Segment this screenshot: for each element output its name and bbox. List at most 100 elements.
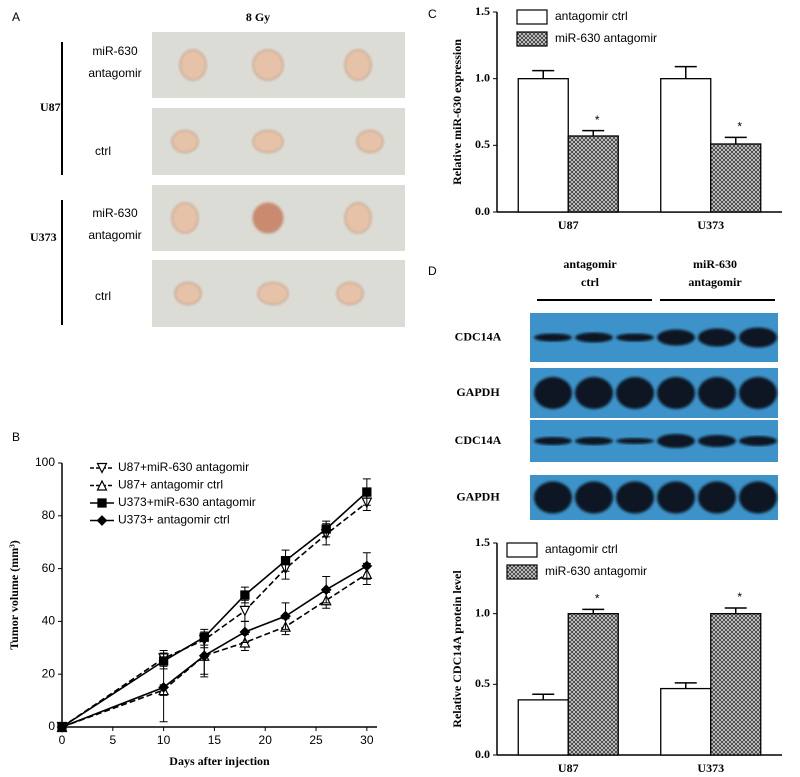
- label: ctrl: [581, 275, 600, 289]
- label: antagomir: [688, 275, 742, 289]
- label: miR-630: [92, 206, 138, 220]
- blot-band: [616, 481, 654, 514]
- label: A: [12, 10, 20, 24]
- error-bar: [724, 607, 747, 614]
- marker: [321, 524, 331, 534]
- tumor: [356, 130, 384, 153]
- label: Days after injection: [169, 754, 270, 768]
- marker: [320, 584, 332, 596]
- marker: [361, 560, 373, 572]
- label: antagomir ctrl: [555, 9, 628, 23]
- marker: [280, 556, 291, 566]
- label: miR-630: [92, 44, 138, 58]
- series-line: [61, 565, 368, 728]
- label: antagomir: [88, 228, 141, 242]
- blot-band: [616, 438, 654, 444]
- label: U87: [40, 100, 61, 114]
- blot-band: [534, 333, 572, 342]
- label: 1.0: [475, 70, 490, 84]
- label: miR-630 antagomir: [545, 564, 647, 578]
- blot-band: [739, 327, 777, 348]
- label: 1.0: [475, 605, 490, 619]
- error-bar: [674, 682, 697, 689]
- blot-band: [534, 481, 572, 514]
- tumor: [171, 130, 199, 153]
- label: Relative CDC14A protein level: [450, 570, 464, 728]
- label: *: [737, 590, 742, 604]
- label: *: [595, 113, 600, 127]
- blot-band: [534, 377, 572, 409]
- tumor: [174, 282, 202, 305]
- tumor: [344, 49, 372, 81]
- blot-band: [575, 332, 613, 343]
- blot-band: [616, 333, 654, 342]
- tumor: [252, 202, 284, 234]
- blot-band: [698, 435, 736, 447]
- label: Relative miR-630 expression: [450, 39, 464, 185]
- blot-band: [575, 437, 613, 445]
- label: antagomir: [88, 66, 141, 80]
- label: GAPDH: [456, 489, 500, 503]
- label: Tumor volume (mm³): [7, 540, 21, 650]
- blot-band: [657, 377, 695, 409]
- legend-swatch: [516, 9, 548, 25]
- blot-band: [657, 329, 695, 346]
- marker: [158, 682, 169, 693]
- label: 80: [42, 508, 56, 522]
- label: GAPDH: [456, 385, 500, 399]
- bar: [567, 613, 619, 756]
- legend-marker: [96, 462, 108, 474]
- marker: [198, 650, 210, 662]
- bar: [660, 78, 712, 213]
- label: 30: [360, 733, 374, 747]
- label: miR-630: [693, 257, 737, 271]
- label: 5: [109, 733, 116, 747]
- legend-swatch: [516, 31, 548, 47]
- blot-band: [575, 481, 613, 514]
- blot-band: [698, 377, 736, 409]
- blot-band: [739, 377, 777, 409]
- label: 60: [42, 561, 56, 575]
- legend-marker: [96, 479, 108, 491]
- blot-band: [657, 481, 695, 514]
- marker: [239, 626, 251, 638]
- label: antagomir ctrl: [545, 542, 618, 556]
- label: C: [428, 7, 437, 21]
- label: 0: [59, 733, 66, 747]
- label: 0.0: [475, 747, 490, 761]
- label: miR-630 antagomir: [555, 31, 657, 45]
- tumor: [257, 282, 289, 305]
- error-bar: [674, 65, 697, 79]
- blot-band: [616, 377, 654, 409]
- label: *: [595, 592, 600, 606]
- tumor: [336, 282, 364, 305]
- label: U373: [30, 230, 57, 244]
- blot-band: [739, 436, 777, 446]
- series-line: [61, 491, 368, 728]
- bar: [660, 687, 712, 756]
- label: *: [737, 120, 742, 134]
- error-bar: [582, 608, 605, 614]
- tumor: [179, 49, 207, 81]
- error-bar: [532, 69, 555, 79]
- marker: [239, 605, 251, 617]
- blot-band: [698, 481, 736, 514]
- marker: [240, 590, 250, 600]
- label: 8 Gy: [246, 10, 270, 24]
- label: U87: [558, 218, 579, 232]
- tumor: [171, 202, 199, 234]
- legend-swatch: [506, 542, 538, 558]
- tumor: [344, 202, 372, 234]
- label: 0.5: [475, 137, 490, 151]
- legend-marker: [96, 515, 108, 526]
- label: 15: [208, 733, 222, 747]
- blot-band: [739, 481, 777, 514]
- label: 25: [309, 733, 323, 747]
- bar: [517, 699, 569, 756]
- label: U373: [697, 218, 724, 232]
- legend-swatch: [506, 564, 538, 580]
- bar: [710, 613, 762, 756]
- blot-band: [657, 434, 695, 448]
- series-line: [61, 501, 368, 728]
